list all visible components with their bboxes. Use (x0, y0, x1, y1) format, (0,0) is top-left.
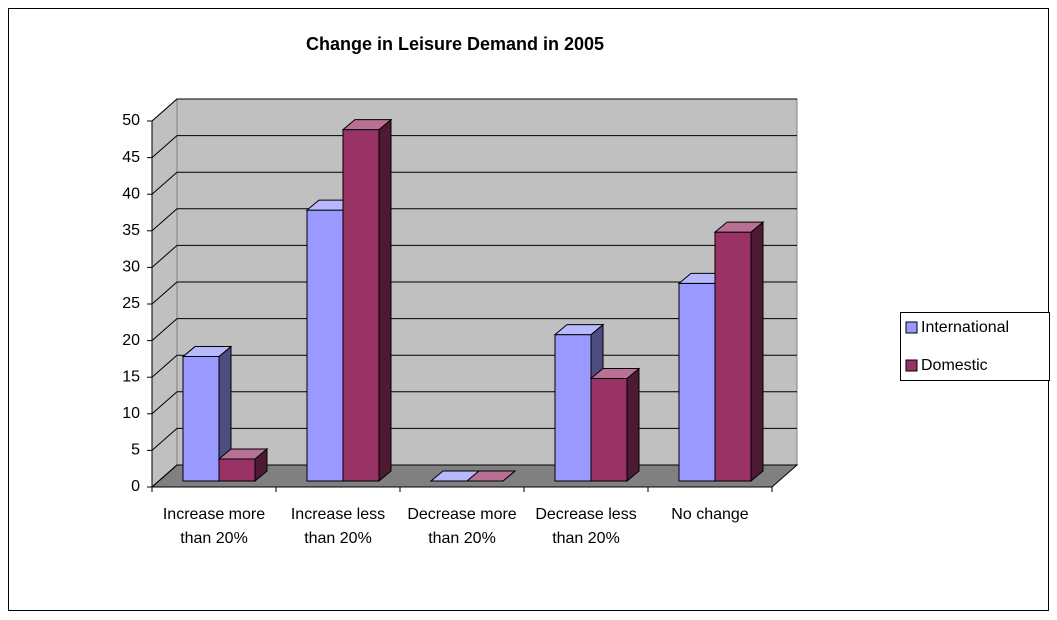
y-tick-label: 20 (122, 332, 140, 349)
bar-side (378, 118, 392, 483)
bar (217, 447, 269, 483)
x-tick-label: Increase more than 20% (162, 506, 266, 547)
grid-line (151, 98, 797, 122)
grid-line (151, 135, 797, 158)
y-tick-label: 10 (122, 405, 140, 422)
legend-label: International (921, 319, 1009, 336)
y-tick-label: 0 (131, 478, 140, 495)
y-tick-label: 40 (122, 185, 140, 202)
bar-top (341, 119, 393, 131)
grid-line (151, 318, 797, 341)
y-tick-label: 45 (122, 149, 140, 166)
x-tick-label: Decrease less than 20% (535, 506, 637, 547)
bar-top (553, 324, 605, 336)
bar-front (554, 334, 592, 482)
legend-label: Domestic (921, 357, 988, 374)
bar-side (750, 221, 764, 483)
legend-swatch (905, 359, 918, 372)
bar (465, 470, 517, 482)
bar-front (714, 231, 752, 482)
legend-box (900, 312, 1050, 381)
x-tick-label: No change (671, 506, 749, 523)
grid-line (151, 281, 797, 305)
bar-front (342, 129, 380, 482)
bar-top (465, 470, 517, 482)
bar-top (589, 368, 641, 380)
bar-side (626, 367, 640, 483)
chart-title: Change in Leisure Demand in 2005 (306, 34, 604, 54)
y-tick-label: 5 (131, 442, 140, 459)
grid-line (151, 171, 797, 195)
bar (589, 367, 641, 483)
bar-front (590, 378, 628, 482)
bar (341, 118, 393, 483)
bar-front (182, 356, 220, 482)
bar-front (218, 458, 256, 482)
bar-top (181, 346, 233, 358)
bar-front (678, 282, 716, 482)
y-tick-label: 50 (122, 112, 140, 129)
bar-top (217, 448, 269, 460)
y-tick-label: 15 (122, 368, 140, 385)
bar-front (306, 209, 344, 482)
y-tick-label: 25 (122, 295, 140, 312)
grid-line (151, 208, 797, 232)
bar-top (713, 221, 765, 233)
bar (713, 221, 765, 483)
y-tick-label: 30 (122, 259, 140, 276)
grid-line (151, 244, 797, 268)
x-tick-label: Increase less than 20% (290, 506, 386, 547)
x-tick-label: Decrease more than 20% (407, 506, 517, 547)
y-tick-label: 35 (122, 222, 140, 239)
legend-swatch (905, 321, 918, 334)
